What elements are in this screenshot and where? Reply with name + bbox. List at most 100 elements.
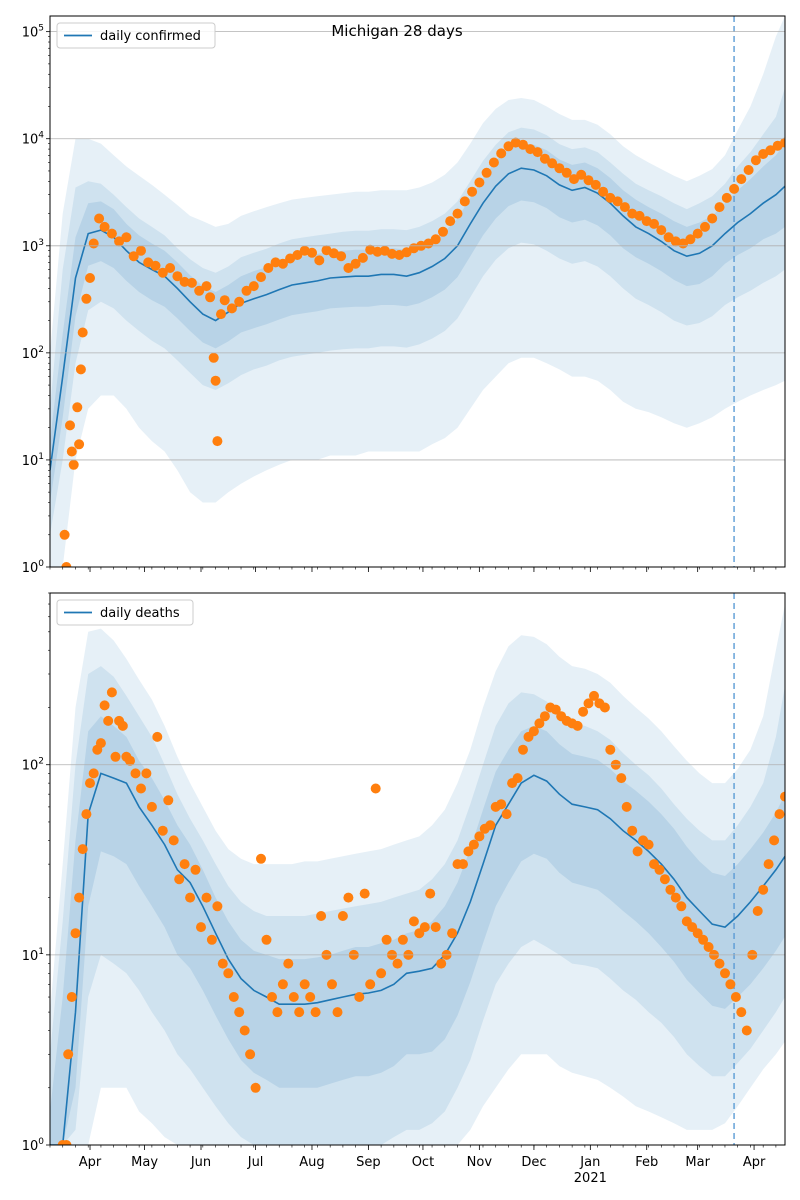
observed-point	[381, 934, 392, 945]
observed-point	[512, 773, 523, 784]
observed-point	[219, 295, 230, 306]
y-tick-label: 102	[22, 757, 44, 774]
observed-point	[616, 773, 627, 784]
observed-point	[117, 720, 128, 731]
observed-point	[539, 711, 550, 722]
observed-point	[61, 1140, 72, 1145]
y-tick-label: 101	[22, 947, 44, 964]
observed-point	[261, 934, 272, 945]
x-tick-label: Feb	[635, 1155, 658, 1170]
observed-point	[392, 958, 403, 969]
x-axis-labels: Apr May Jun Jul Aug Sep Oct Nov Dec Jan Feb Mar Apr 2…	[79, 1155, 766, 1186]
observed-point	[656, 225, 667, 236]
observed-point	[194, 285, 205, 296]
observed-point	[216, 309, 226, 320]
observed-point	[730, 992, 741, 1002]
observed-point	[612, 196, 623, 207]
observed-point	[106, 687, 117, 698]
observed-point	[632, 846, 643, 857]
observed-point	[163, 795, 174, 806]
observed-point	[307, 247, 317, 258]
observed-point	[408, 916, 419, 927]
observed-point	[210, 375, 221, 386]
observed-point	[496, 799, 507, 810]
observed-point	[174, 874, 185, 885]
observed-point	[550, 704, 561, 715]
observed-point	[136, 783, 146, 794]
observed-point	[354, 992, 365, 1002]
plot-background	[50, 16, 785, 567]
observed-point	[245, 1049, 256, 1060]
observed-point	[359, 888, 370, 899]
observed-point	[438, 226, 448, 237]
observed-point	[714, 202, 725, 213]
observed-point	[206, 934, 217, 945]
observed-point	[698, 934, 709, 945]
observed-point	[85, 778, 95, 789]
x-tick-label: Jan	[579, 1155, 600, 1170]
observed-point	[534, 718, 545, 729]
observed-point	[234, 1007, 245, 1018]
observed-point	[88, 238, 99, 249]
observed-point	[103, 715, 114, 726]
observed-point	[239, 1025, 250, 1036]
plot-frame	[49, 15, 786, 568]
observed-point	[168, 835, 179, 846]
x-tick-label: Aug	[299, 1155, 324, 1170]
observed-point	[217, 958, 228, 969]
confirmed-panel: 100 101 102 103 104 105 daily confirmed Michiga…	[22, 15, 786, 576]
observed-point	[314, 255, 325, 266]
uncertainty-band-inner	[50, 87, 785, 535]
observed-point	[780, 791, 785, 802]
observed-point	[401, 247, 412, 258]
plot-frame	[49, 592, 786, 1146]
uncertainty-band-outer	[50, 604, 785, 1145]
observed-point	[357, 252, 368, 263]
observed-point	[743, 165, 754, 175]
observed-point	[774, 809, 785, 820]
observed-point	[654, 864, 665, 875]
plot-area	[50, 16, 785, 567]
observed-point	[201, 281, 212, 292]
x-tick-label: May	[131, 1155, 158, 1170]
observed-point	[201, 892, 212, 903]
legend-box	[56, 22, 216, 49]
observed-point	[736, 174, 747, 185]
observed-point	[458, 859, 468, 870]
observed-point	[88, 768, 99, 779]
observed-point	[707, 213, 718, 224]
observed-point	[643, 839, 654, 850]
observed-point	[99, 221, 110, 232]
observed-point	[365, 979, 376, 990]
plot-area	[50, 593, 785, 1145]
observed-point	[501, 809, 512, 820]
observed-point	[66, 446, 77, 457]
observed-point	[179, 859, 190, 870]
observed-point	[305, 992, 316, 1002]
observed-point	[165, 263, 176, 273]
observed-point	[447, 928, 458, 939]
x-tick-label: Oct	[412, 1155, 434, 1170]
y-tick-label: 105	[22, 24, 44, 41]
legend-label: daily deaths	[100, 606, 180, 621]
model-series-line	[50, 167, 785, 471]
observed-point	[528, 726, 539, 737]
observed-point	[714, 958, 725, 969]
observed-point	[445, 216, 456, 227]
chart-title: Michigan 28 days	[331, 22, 462, 40]
observed-point	[463, 846, 474, 857]
observed-point	[205, 292, 216, 303]
observed-point	[599, 702, 610, 713]
observed-point	[350, 258, 361, 269]
observed-point	[250, 1082, 261, 1093]
observed-point	[769, 835, 780, 846]
observed-point	[605, 744, 616, 755]
observed-point	[692, 228, 703, 239]
observed-point	[583, 698, 594, 709]
observed-point	[780, 137, 785, 148]
observed-point	[128, 251, 139, 262]
observed-point	[110, 751, 121, 762]
observed-point	[561, 167, 572, 178]
